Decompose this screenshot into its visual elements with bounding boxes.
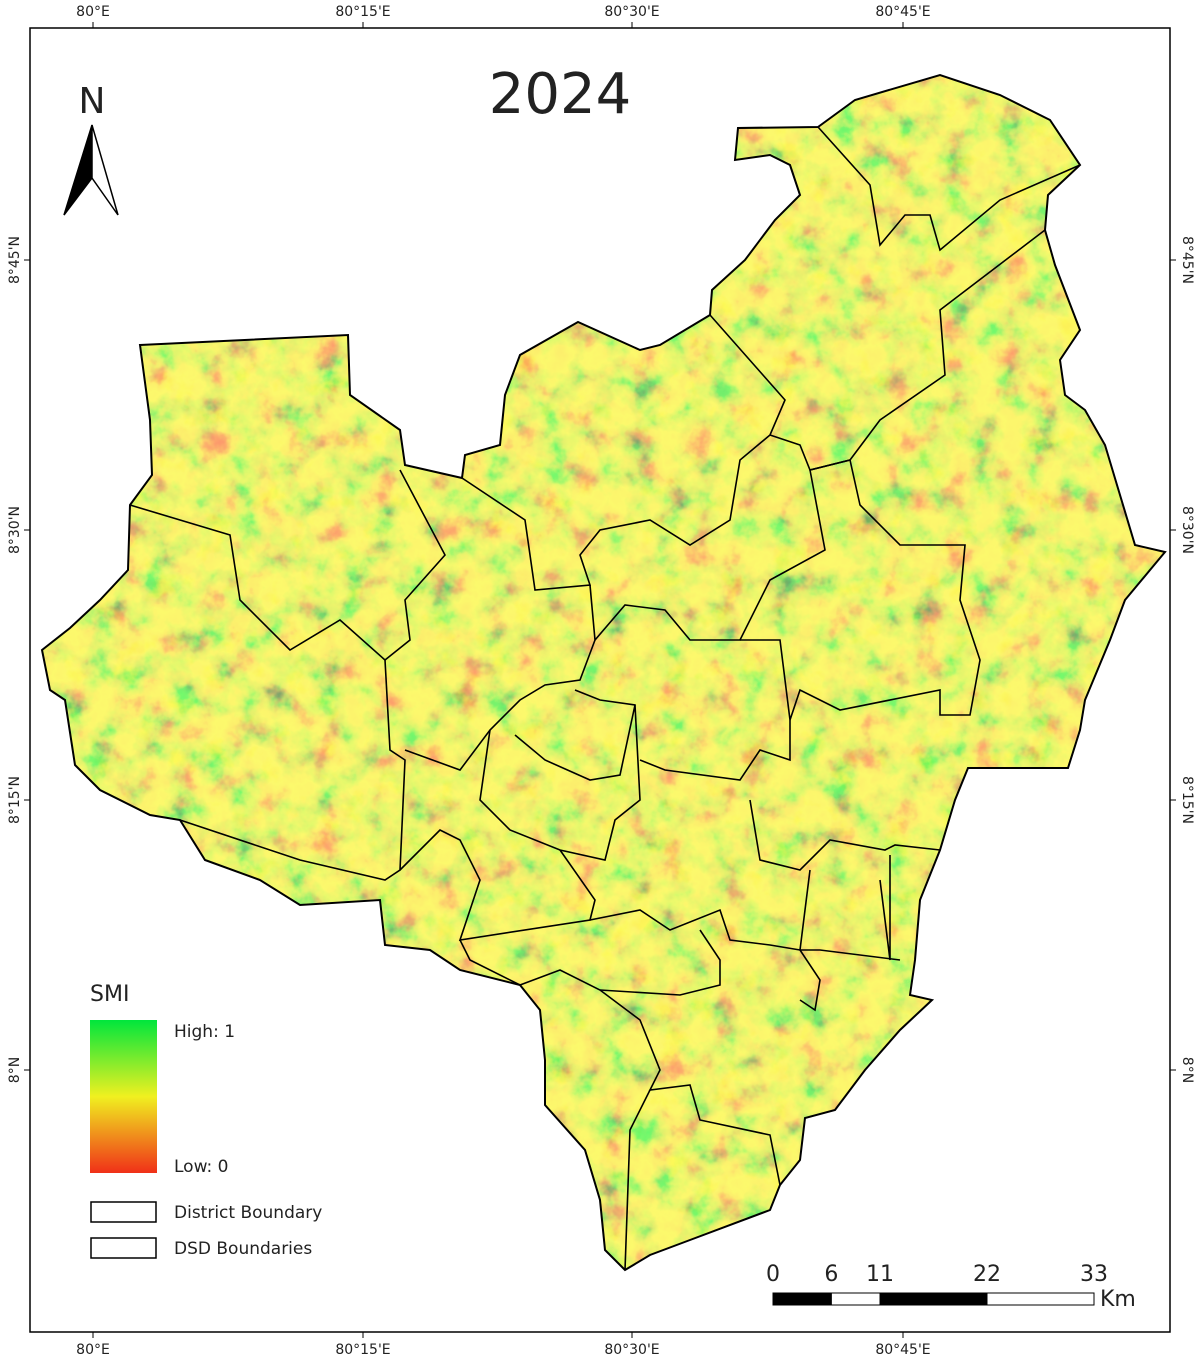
graticule-label: 8°15'N	[1179, 776, 1195, 824]
scale-label: 22	[973, 1262, 1001, 1287]
scale-segment	[830, 1292, 881, 1306]
scale-label: 33	[1080, 1262, 1108, 1287]
legend-low: Low: 0	[174, 1157, 229, 1177]
north-label: N	[79, 81, 106, 122]
scale-segment	[772, 1292, 832, 1306]
scale-unit: Km	[1100, 1287, 1136, 1312]
scale-segment	[986, 1292, 1095, 1306]
graticule-label: 80°30'E	[604, 1342, 659, 1358]
graticule-label: 8°N	[7, 1057, 23, 1083]
legend-high: High: 1	[174, 1022, 235, 1042]
map-frame	[29, 27, 1171, 1333]
scale-segment	[879, 1292, 988, 1306]
legend-items: District Boundary DSD Boundaries	[90, 1201, 322, 1259]
graticule-label: 80°45'E	[875, 1342, 930, 1358]
district-boundary	[40, 73, 1167, 1272]
legend-gradient	[90, 1020, 157, 1173]
graticule-label: 8°30'N	[7, 506, 23, 554]
dsd-boundaries	[129, 126, 1081, 1271]
legend-label: DSD Boundaries	[174, 1239, 312, 1259]
scale-label: 0	[766, 1262, 780, 1287]
legend-swatch	[90, 1201, 157, 1223]
scale-label: 11	[866, 1262, 894, 1287]
graticule-label: 80°15'E	[335, 1342, 390, 1358]
map-title: 2024	[489, 62, 632, 127]
scale-label: 6	[824, 1262, 838, 1287]
graticule-label: 80°E	[76, 1342, 110, 1358]
graticule-label: 8°N	[1179, 1057, 1195, 1083]
legend-title: SMI	[90, 982, 129, 1007]
graticule-label: 80°30'E	[604, 4, 659, 20]
north-arrow	[63, 124, 119, 216]
legend-swatch	[90, 1237, 157, 1259]
graticule-label: 8°45'N	[7, 236, 23, 284]
graticule-label: 80°45'E	[875, 4, 930, 20]
graticule-label: 80°E	[76, 4, 110, 20]
graticule-label: 8°15'N	[7, 776, 23, 824]
legend-label: District Boundary	[174, 1203, 322, 1223]
smi-raster	[42, 75, 1165, 1270]
graticule-label: 80°15'E	[335, 4, 390, 20]
graticule-label: 8°30'N	[1179, 506, 1195, 554]
graticule-label: 8°45'N	[1179, 236, 1195, 284]
